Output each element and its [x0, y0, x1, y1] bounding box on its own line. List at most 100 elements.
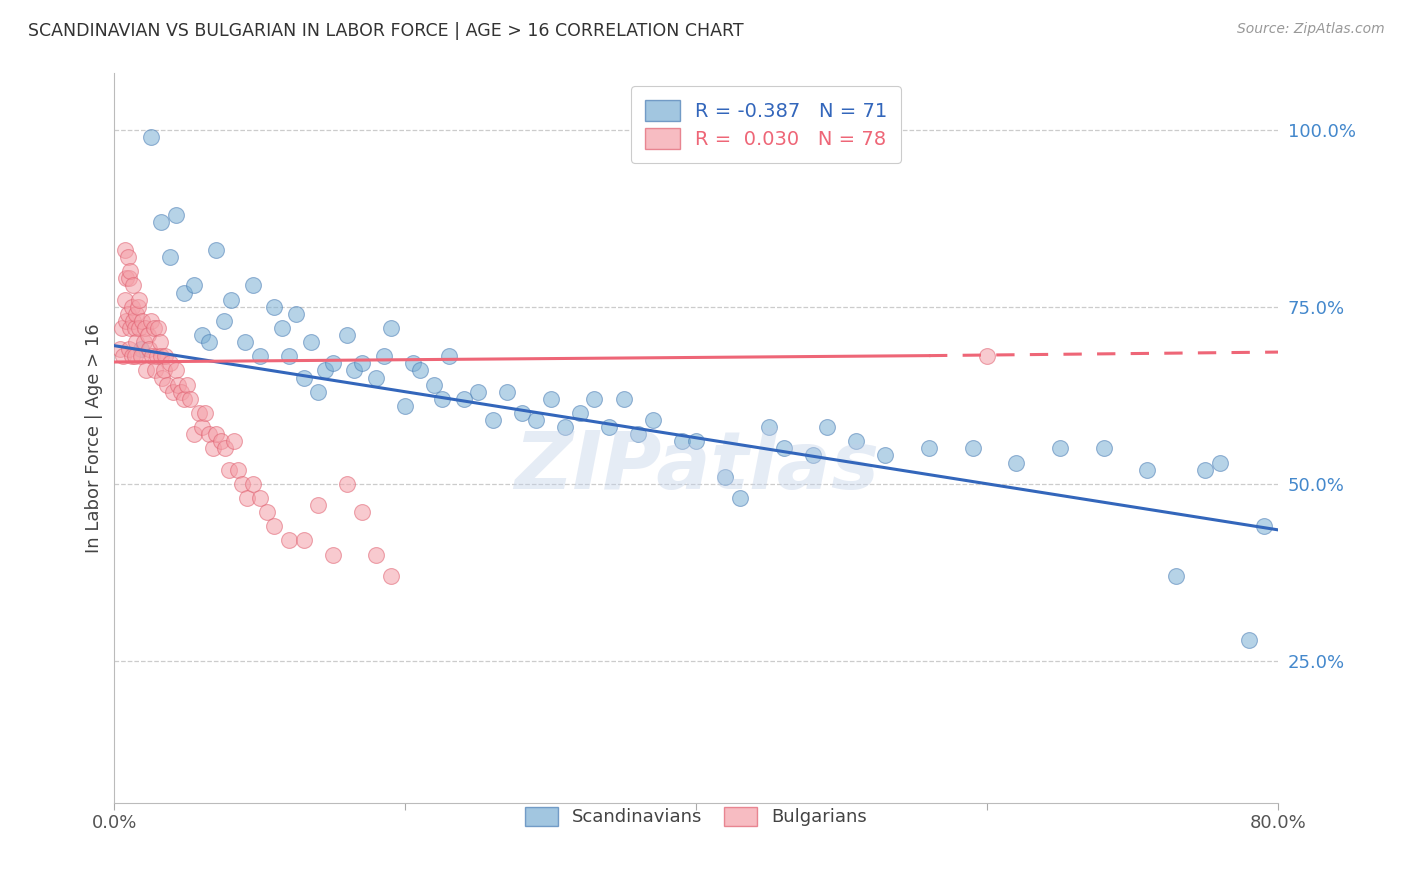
Point	[409, 363, 432, 377]
Point	[430, 392, 453, 406]
Point	[373, 349, 395, 363]
Text: SCANDINAVIAN VS BULGARIAN IN LABOR FORCE | AGE > 16 CORRELATION CHART: SCANDINAVIAN VS BULGARIAN IN LABOR FORCE…	[28, 22, 744, 40]
Point	[1194, 463, 1216, 477]
Point	[394, 399, 416, 413]
Point	[121, 300, 143, 314]
Point	[173, 392, 195, 406]
Point	[714, 469, 737, 483]
Point	[256, 505, 278, 519]
Point	[159, 250, 181, 264]
Point	[292, 533, 315, 548]
Point	[170, 384, 193, 399]
Point	[612, 392, 634, 406]
Point	[202, 442, 225, 456]
Point	[187, 406, 209, 420]
Point	[190, 328, 212, 343]
Point	[120, 321, 142, 335]
Point	[815, 420, 838, 434]
Legend: Scandinavians, Bulgarians: Scandinavians, Bulgarians	[519, 799, 875, 834]
Point	[128, 293, 150, 307]
Point	[129, 349, 152, 363]
Point	[152, 370, 174, 384]
Point	[132, 335, 155, 350]
Point	[1049, 442, 1071, 456]
Point	[198, 335, 221, 350]
Point	[540, 392, 562, 406]
Point	[270, 321, 292, 335]
Point	[153, 363, 176, 377]
Point	[141, 349, 163, 363]
Point	[205, 427, 228, 442]
Point	[110, 343, 132, 357]
Point	[122, 314, 145, 328]
Point	[148, 335, 170, 350]
Point	[437, 349, 460, 363]
Point	[278, 349, 301, 363]
Point	[179, 392, 201, 406]
Point	[728, 491, 751, 505]
Point	[145, 349, 167, 363]
Point	[554, 420, 576, 434]
Point	[299, 335, 322, 350]
Point	[236, 491, 259, 505]
Point	[685, 434, 707, 449]
Point	[231, 476, 253, 491]
Point	[307, 498, 329, 512]
Point	[156, 377, 179, 392]
Point	[114, 243, 136, 257]
Point	[218, 463, 240, 477]
Point	[918, 442, 941, 456]
Point	[112, 349, 135, 363]
Point	[285, 307, 308, 321]
Point	[226, 463, 249, 477]
Point	[336, 476, 359, 491]
Point	[131, 314, 153, 328]
Point	[117, 250, 139, 264]
Point	[481, 413, 503, 427]
Point	[962, 442, 984, 456]
Point	[165, 363, 187, 377]
Point	[423, 377, 446, 392]
Y-axis label: In Labor Force | Age > 16: In Labor Force | Age > 16	[86, 323, 103, 553]
Point	[117, 307, 139, 321]
Point	[127, 300, 149, 314]
Point	[162, 384, 184, 399]
Point	[129, 343, 152, 357]
Point	[350, 505, 373, 519]
Point	[307, 384, 329, 399]
Point	[875, 449, 897, 463]
Point	[138, 343, 160, 357]
Point	[627, 427, 650, 442]
Point	[115, 271, 138, 285]
Point	[343, 363, 366, 377]
Point	[212, 314, 235, 328]
Text: Source: ZipAtlas.com: Source: ZipAtlas.com	[1237, 22, 1385, 37]
Point	[183, 427, 205, 442]
Point	[772, 442, 794, 456]
Point	[149, 215, 172, 229]
Point	[165, 208, 187, 222]
Point	[198, 427, 221, 442]
Point	[1237, 632, 1260, 647]
Point	[671, 434, 693, 449]
Point	[758, 420, 780, 434]
Point	[143, 363, 166, 377]
Point	[510, 406, 533, 420]
Point	[183, 278, 205, 293]
Point	[159, 356, 181, 370]
Point	[128, 321, 150, 335]
Point	[524, 413, 547, 427]
Point	[118, 343, 141, 357]
Point	[249, 491, 271, 505]
Point	[139, 129, 162, 144]
Point	[136, 328, 159, 343]
Point	[322, 548, 344, 562]
Point	[249, 349, 271, 363]
Point	[146, 321, 169, 335]
Point	[1209, 456, 1232, 470]
Point	[219, 293, 242, 307]
Point	[114, 293, 136, 307]
Point	[167, 377, 190, 392]
Point	[222, 434, 245, 449]
Point	[242, 476, 264, 491]
